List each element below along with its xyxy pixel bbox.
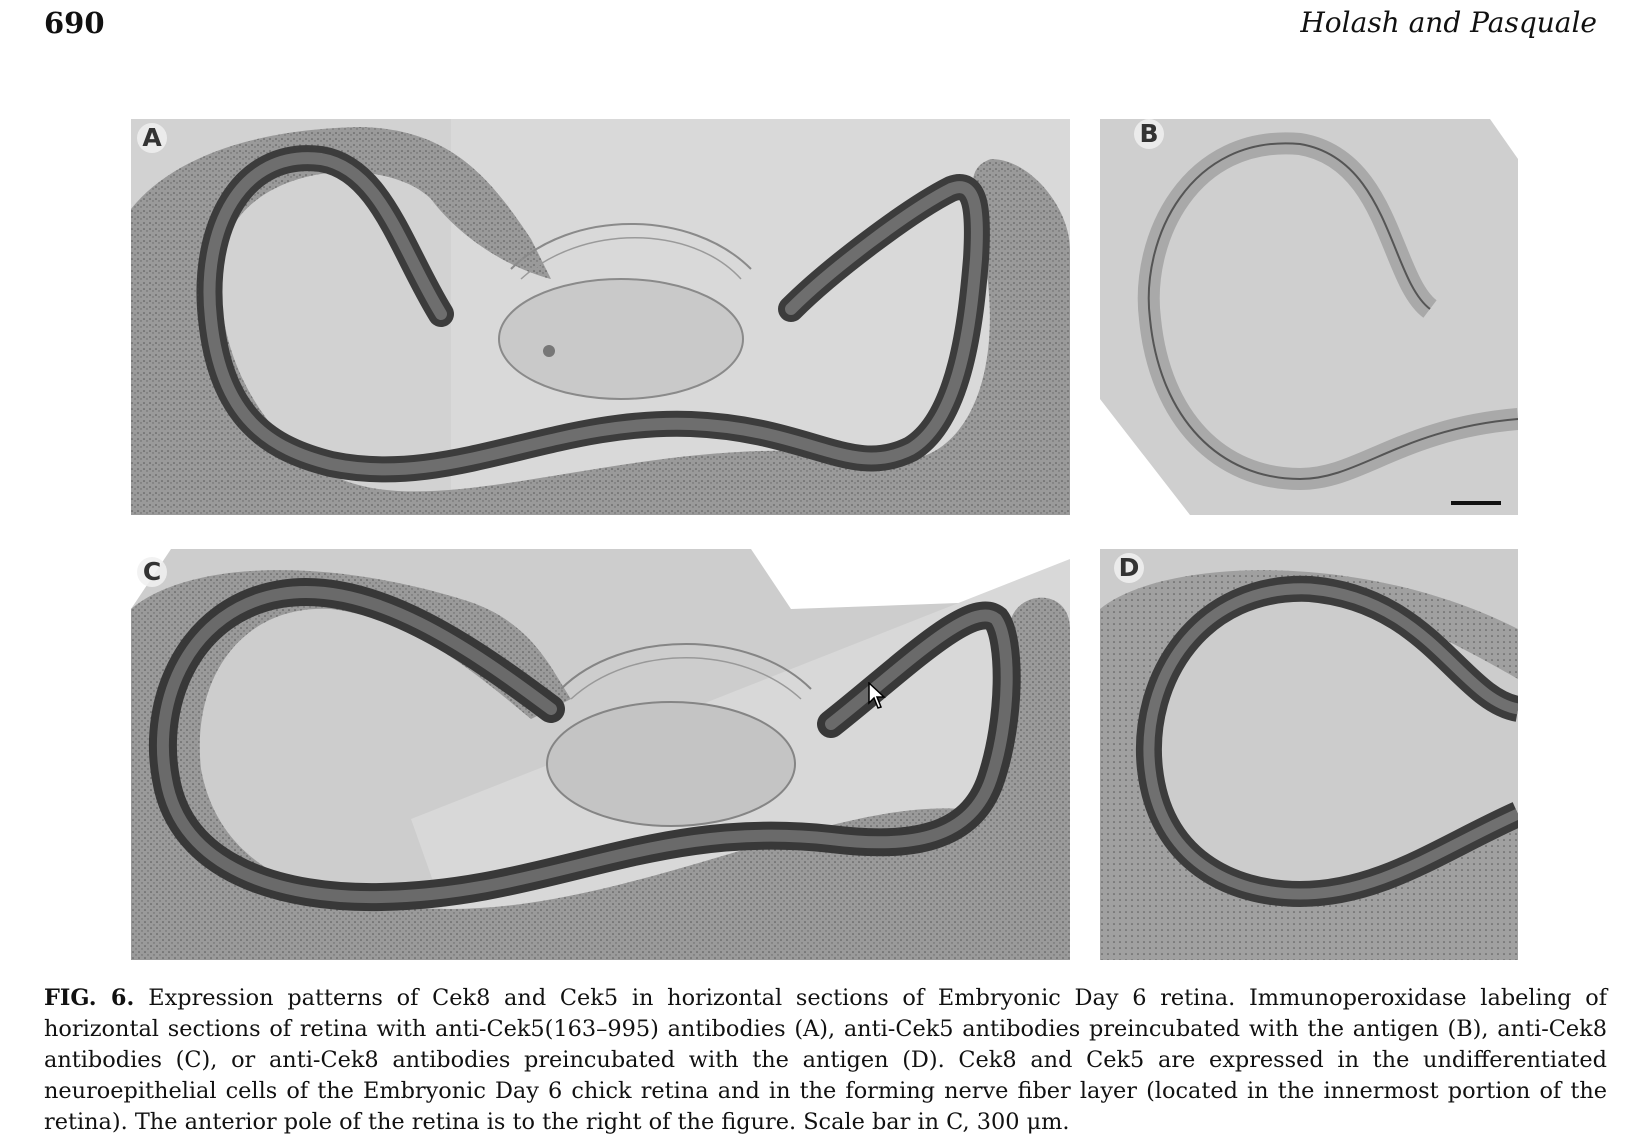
retina-section-d-image [1100, 549, 1518, 960]
caption-text: Expression patterns of Cek8 and Cek5 in … [44, 985, 1607, 1135]
running-head: Holash and Pasquale [1300, 6, 1597, 39]
page-number: 690 [44, 6, 105, 40]
panel-label-a: A [137, 123, 167, 153]
retina-section-c-image [131, 549, 1070, 960]
micrograph-panel-b: B [1100, 119, 1518, 515]
panel-label-c: C [137, 557, 167, 587]
panel-label-d: D [1114, 553, 1144, 583]
scale-bar [1451, 501, 1501, 505]
micrograph-panel-a: A [131, 119, 1070, 515]
figure-label: FIG. 6. [44, 985, 135, 1011]
micrograph-panel-c: C [131, 549, 1070, 960]
arrow-cursor-icon [868, 682, 886, 709]
retina-section-a-image [131, 119, 1070, 515]
micrograph-panel-d: D [1100, 549, 1518, 960]
retina-section-b-image [1100, 119, 1518, 515]
panel-label-b: B [1134, 119, 1164, 149]
figure-caption: FIG. 6. Expression patterns of Cek8 and C… [44, 983, 1607, 1138]
